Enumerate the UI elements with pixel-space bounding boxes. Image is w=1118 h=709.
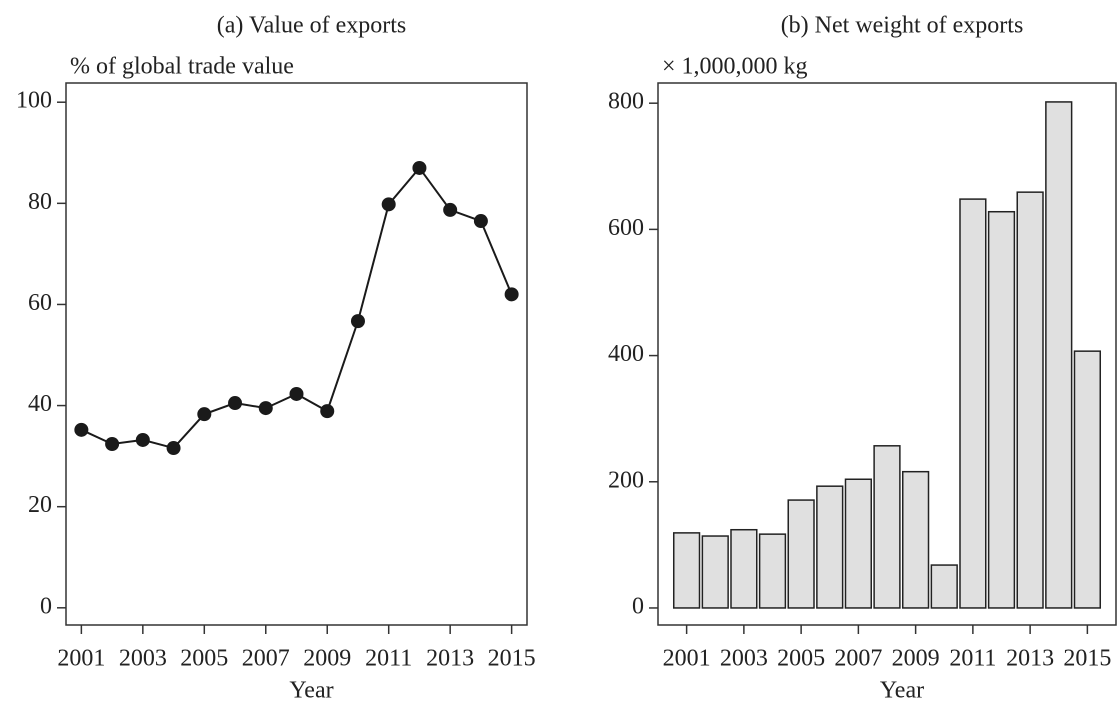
x-tick-label: 2001	[57, 646, 105, 672]
x-tick-label: 2007	[834, 646, 882, 672]
point	[258, 401, 273, 416]
y-tick-label: 60	[28, 290, 52, 316]
point	[74, 422, 89, 437]
x-tick-label: 2011	[365, 646, 412, 672]
x-axis-label: Year	[880, 678, 924, 704]
point	[228, 396, 243, 411]
x-tick-label: 2003	[720, 646, 768, 672]
bar	[1045, 101, 1073, 609]
point	[381, 197, 396, 212]
bar	[701, 535, 729, 609]
x-tick-label: 2007	[242, 646, 290, 672]
point	[166, 441, 181, 456]
plot-frame	[657, 82, 1117, 626]
point	[443, 202, 458, 217]
bar	[758, 533, 787, 609]
x-tick-label: 2015	[488, 646, 536, 672]
x-tick-label: 2001	[663, 646, 711, 672]
bar	[959, 198, 987, 609]
point	[473, 214, 488, 229]
point	[412, 160, 427, 175]
bar	[1073, 350, 1102, 609]
y-tick-label: 20	[28, 492, 52, 518]
y-tick-label: 100	[16, 88, 52, 114]
x-tick-label: 2013	[1006, 646, 1054, 672]
point	[105, 436, 120, 451]
y-tick-label: 200	[608, 467, 644, 493]
y-tick-label: 600	[608, 215, 644, 241]
bar	[787, 499, 815, 609]
x-tick-label: 2011	[949, 646, 996, 672]
x-axis-label: Year	[289, 678, 333, 704]
point	[289, 386, 304, 401]
bar	[816, 485, 844, 609]
point	[504, 287, 519, 302]
plot-frame	[65, 82, 528, 626]
x-tick-label: 2009	[303, 646, 351, 672]
y-tick-label: 0	[632, 593, 644, 619]
x-tick-label: 2005	[180, 646, 228, 672]
y-tick-label: 800	[608, 89, 644, 115]
y-tick-label: 40	[28, 391, 52, 417]
x-tick-label: 2015	[1063, 646, 1111, 672]
y-tick-label: 80	[28, 189, 52, 215]
bar	[901, 470, 930, 609]
bar	[1016, 191, 1044, 609]
bar	[873, 445, 901, 609]
bar	[930, 564, 958, 609]
y-tick-label: 0	[40, 593, 52, 619]
y-tick-label: 400	[608, 341, 644, 367]
x-tick-label: 2005	[777, 646, 825, 672]
x-tick-label: 2003	[119, 646, 167, 672]
point	[135, 432, 150, 447]
x-tick-label: 2009	[892, 646, 940, 672]
bar	[730, 528, 758, 609]
x-tick-label: 2013	[426, 646, 474, 672]
y-axis-label: % of global trade value	[70, 54, 294, 80]
bar	[844, 478, 873, 609]
y-axis-label: × 1,000,000 kg	[662, 54, 808, 80]
chart-title: (a) Value of exports	[217, 13, 407, 39]
point	[197, 407, 212, 422]
bar	[672, 532, 701, 609]
point	[320, 404, 335, 419]
bar	[987, 210, 1016, 609]
chart-title: (b) Net weight of exports	[781, 13, 1024, 39]
point	[350, 314, 365, 329]
